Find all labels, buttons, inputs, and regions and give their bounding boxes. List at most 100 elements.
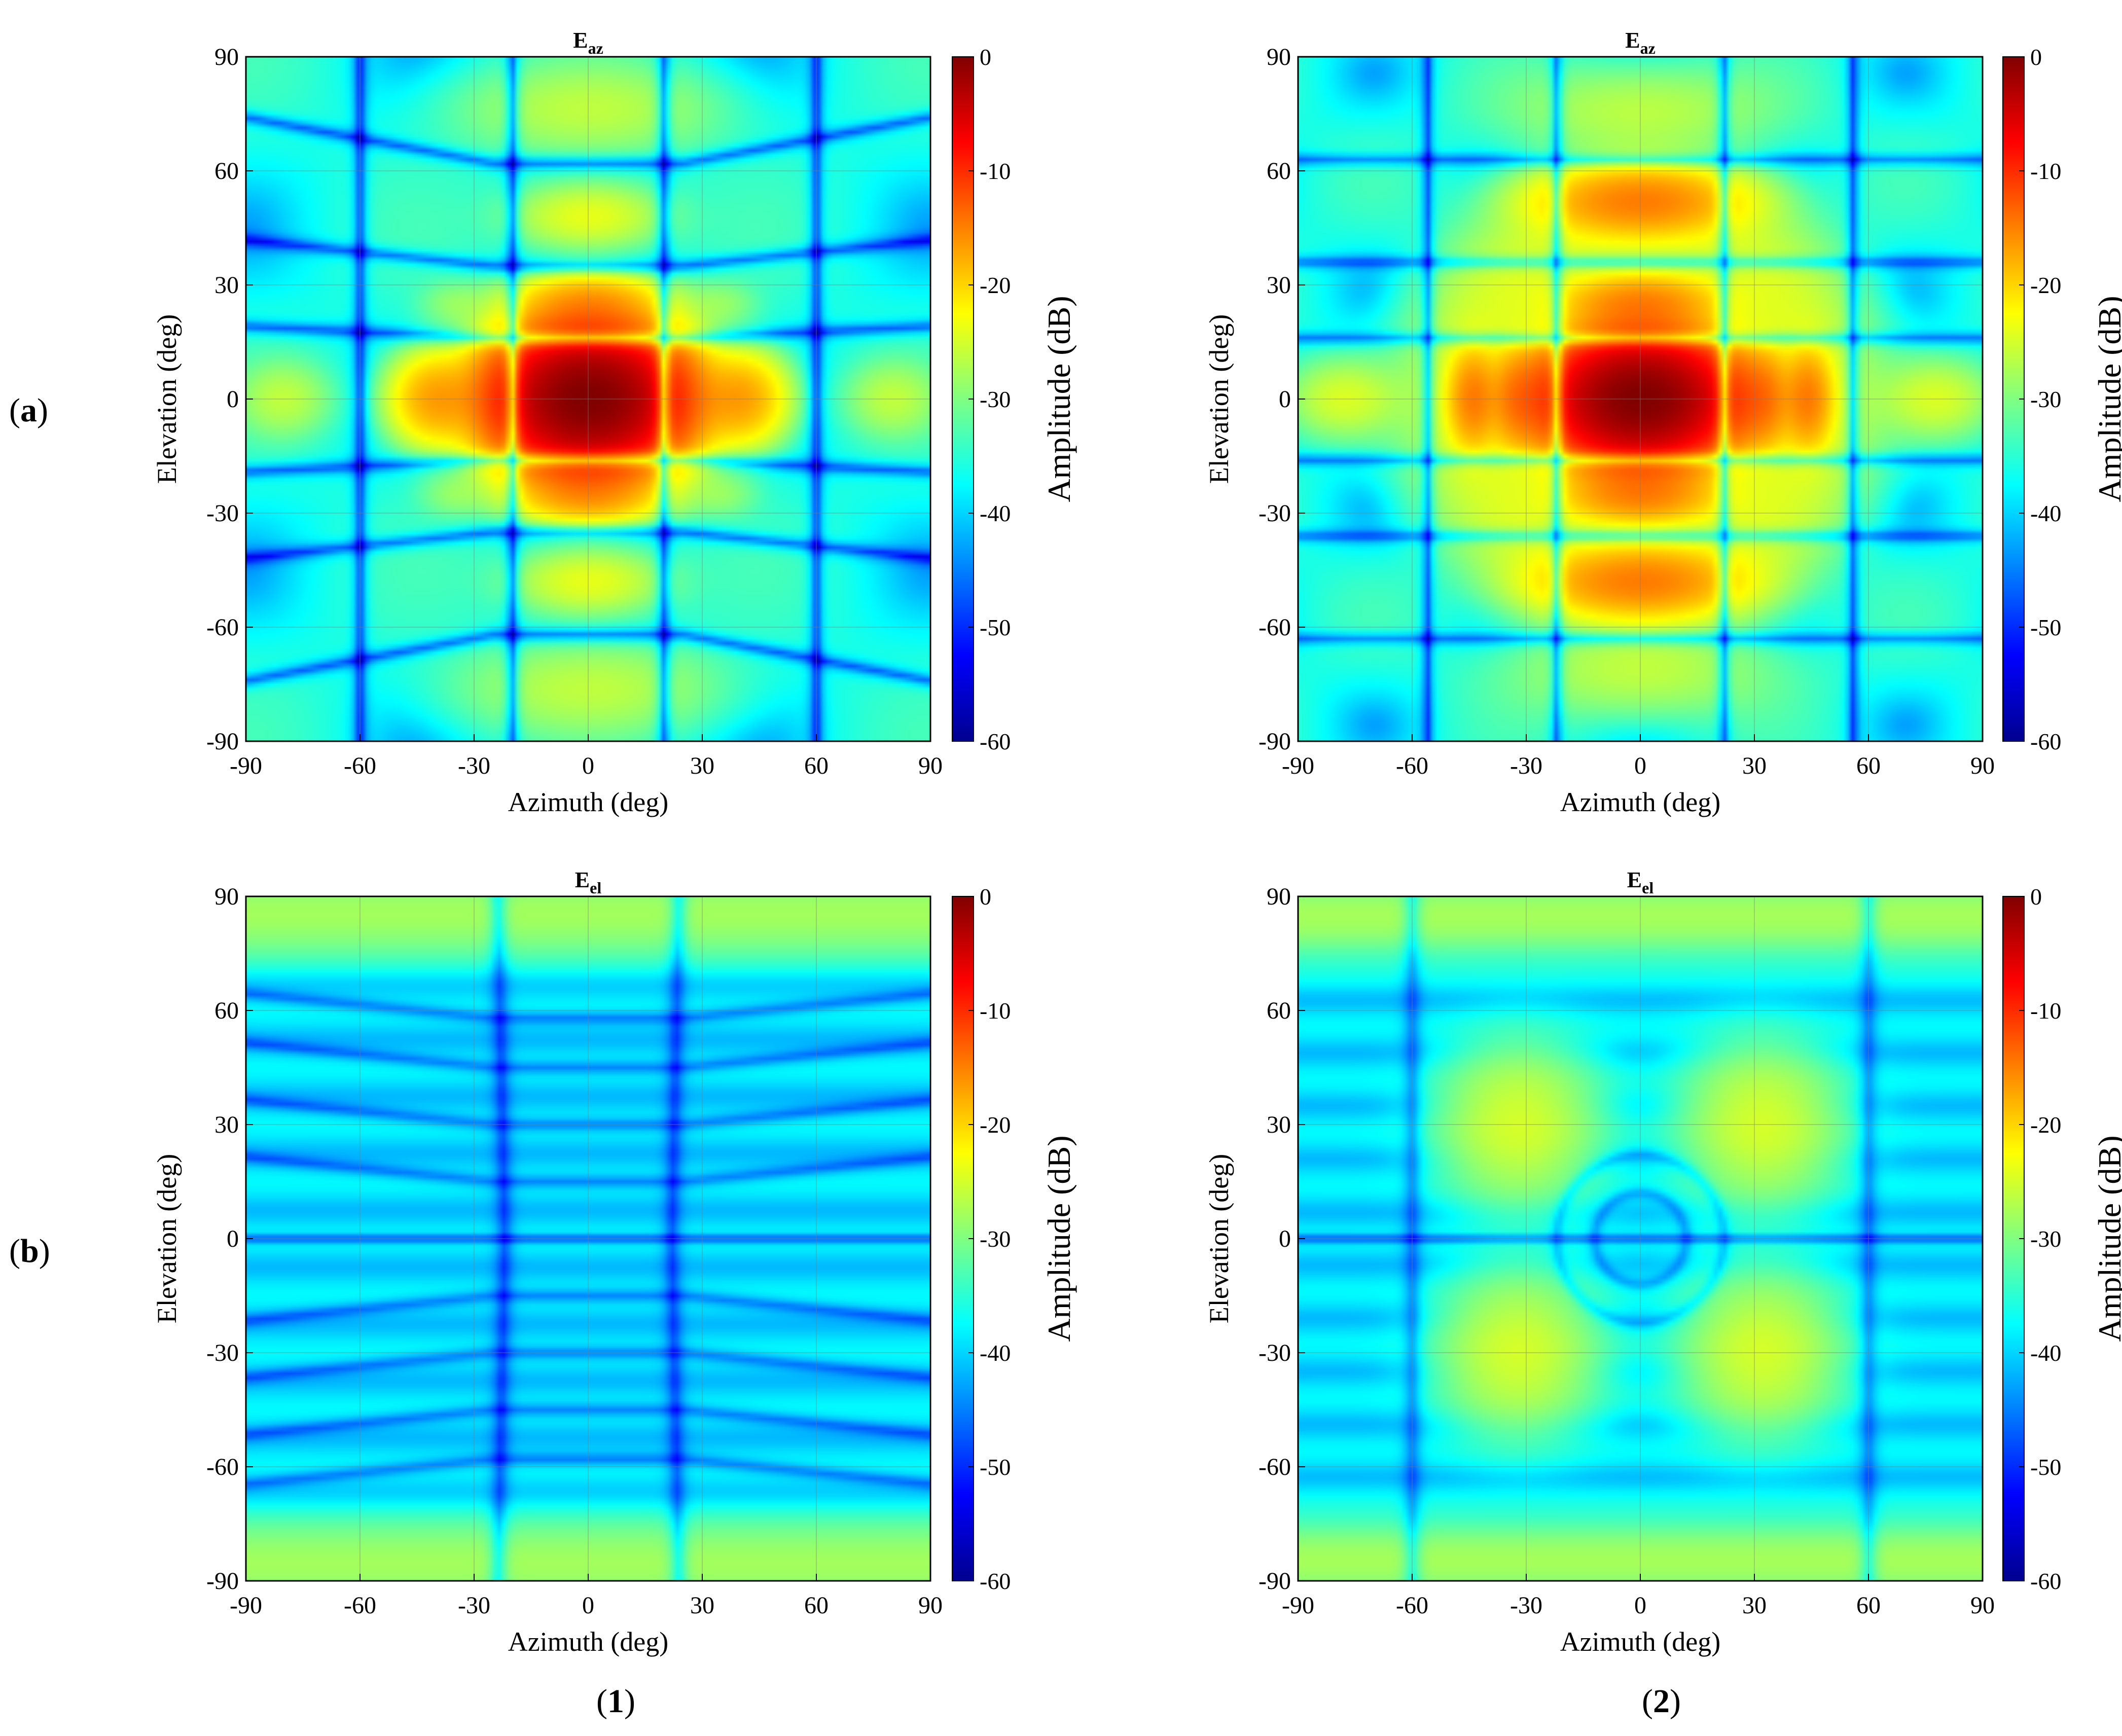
heatmap-panel-4: -90 -60 -30 0 30 60 90 90 60 30 0 -30 -60 -90 Azimuth … [1204,867,2122,1657]
y-axis-label: Elevation (deg) [1204,1154,1234,1323]
y-tick-label: 30 [1267,272,1291,299]
x-tick-label: 60 [1856,1592,1881,1619]
x-tick-label: 30 [690,1592,714,1619]
colorbar-tick-label: -10 [980,158,1011,184]
panel-title: Eel [575,867,602,897]
heatmap-image [1298,57,1983,741]
colorbar-tick-label: -50 [2030,1454,2061,1480]
y-tick-label: 0 [227,1225,239,1252]
colorbar-tick-label: -60 [980,729,1011,754]
x-tick-label: -30 [458,752,490,779]
colorbar-tick-label: -60 [2030,1568,2061,1594]
x-tick-label: 0 [582,752,594,779]
heatmap-panel-2: -90 -60 -30 0 30 60 90 90 60 30 0 -30 -60 -90 Azimuth … [1204,28,2122,817]
y-tick-label: 30 [214,1111,239,1138]
y-tick-label: -30 [206,1340,239,1366]
heatmap-image [1298,896,1983,1581]
col-label-2: (2) [1642,1683,1681,1720]
x-tick-label: -60 [344,752,376,779]
y-tick-label: -60 [206,1454,239,1480]
col-label-1: (1) [596,1683,635,1720]
heatmap-panel-1: -90 -60 -30 0 30 60 90 90 60 30 0 -30 -60 -90 Azimuth … [152,28,1077,817]
x-tick-label: 60 [804,1592,829,1619]
y-tick-label: -60 [206,614,239,641]
y-tick-label: 90 [1267,883,1291,910]
y-tick-label: 0 [227,386,239,413]
x-tick-label: 30 [1742,1592,1767,1619]
panel-title: Eaz [1625,28,1656,57]
colorbar-tick-label: -30 [980,386,1011,412]
y-tick-label: 0 [1279,386,1291,413]
y-tick-label: 90 [1267,44,1291,70]
y-tick-label: -90 [1258,728,1291,755]
colorbar-tick-label: 0 [980,44,991,70]
colorbar-label: Amplitude (dB) [2092,296,2122,502]
y-tick-label: -30 [1258,1340,1291,1366]
x-tick-label: -60 [1396,752,1428,779]
x-tick-label: 0 [1634,752,1646,779]
colorbar-tick-label: -50 [980,614,1011,640]
x-axis-label: Azimuth (deg) [508,1626,668,1657]
x-tick-label: -30 [458,1592,490,1619]
x-tick-label: -60 [1396,1592,1428,1619]
x-axis-label: Azimuth (deg) [1560,787,1720,817]
x-tick-label: 60 [1856,752,1881,779]
x-tick-label: 0 [582,1592,594,1619]
y-tick-label: 90 [214,883,239,910]
colorbar-tick-label: -10 [2030,158,2061,184]
x-tick-label: -90 [1282,1592,1314,1619]
x-tick-label: 90 [918,1592,943,1619]
heatmap-panel-3: -90 -60 -30 0 30 60 90 90 60 30 0 -30 -60 -90 Azimuth … [152,867,1077,1657]
colorbar-label: Amplitude (dB) [1041,296,1077,502]
y-tick-label: -60 [1258,1454,1291,1480]
x-tick-label: 90 [1970,752,1995,779]
x-tick-label: -60 [344,1592,376,1619]
colorbar-tick-label: -10 [980,998,1011,1024]
colorbar-tick-label: -20 [980,272,1011,298]
row-label-a: (a) [9,392,48,429]
x-axis-label: Azimuth (deg) [508,787,668,817]
x-tick-label: -90 [1282,752,1314,779]
y-tick-label: -30 [1258,500,1291,527]
x-tick-label: -90 [230,752,262,779]
x-tick-label: -30 [1510,752,1542,779]
x-tick-label: 90 [918,752,943,779]
y-tick-label: -30 [206,500,239,527]
colorbar-tick-label: -40 [2030,500,2061,526]
y-tick-label: 30 [1267,1111,1291,1138]
x-tick-label: 30 [1742,752,1767,779]
colorbar-tick-label: -60 [980,1568,1011,1594]
y-tick-label: -60 [1258,614,1291,641]
colorbar-tick-label: -10 [2030,998,2061,1024]
y-axis-label: Elevation (deg) [152,1154,182,1323]
y-tick-label: 30 [214,272,239,299]
colorbar-tick-label: -20 [2030,1112,2061,1138]
heatmap-image [246,57,930,741]
y-tick-label: -90 [206,1568,239,1595]
x-tick-label: 30 [690,752,714,779]
row-label-b: (b) [9,1233,50,1270]
y-tick-label: 60 [1267,158,1291,185]
y-tick-label: -90 [1258,1568,1291,1595]
y-axis-label: Elevation (deg) [1204,314,1234,484]
x-tick-label: -30 [1510,1592,1542,1619]
y-tick-label: 90 [214,44,239,70]
colorbar-tick-label: -30 [980,1226,1011,1252]
colorbar-tick-label: 0 [2030,884,2042,910]
heatmap-image [246,896,930,1581]
panel-title: Eaz [573,28,603,57]
colorbar-tick-label: 0 [2030,44,2042,70]
colorbar-tick-label: -30 [2030,386,2061,412]
colorbar-tick-label: -60 [2030,729,2061,754]
colorbar-tick-label: -20 [2030,272,2061,298]
colorbar-tick-label: -40 [980,500,1011,526]
y-tick-label: 60 [214,158,239,185]
y-tick-label: 0 [1279,1225,1291,1252]
panel-title: Eel [1627,867,1654,897]
y-tick-label: 60 [214,997,239,1024]
colorbar-tick-label: -30 [2030,1226,2061,1252]
x-tick-label: -90 [230,1592,262,1619]
colorbar-tick-label: 0 [980,884,991,910]
colorbar-tick-label: -40 [980,1340,1011,1366]
